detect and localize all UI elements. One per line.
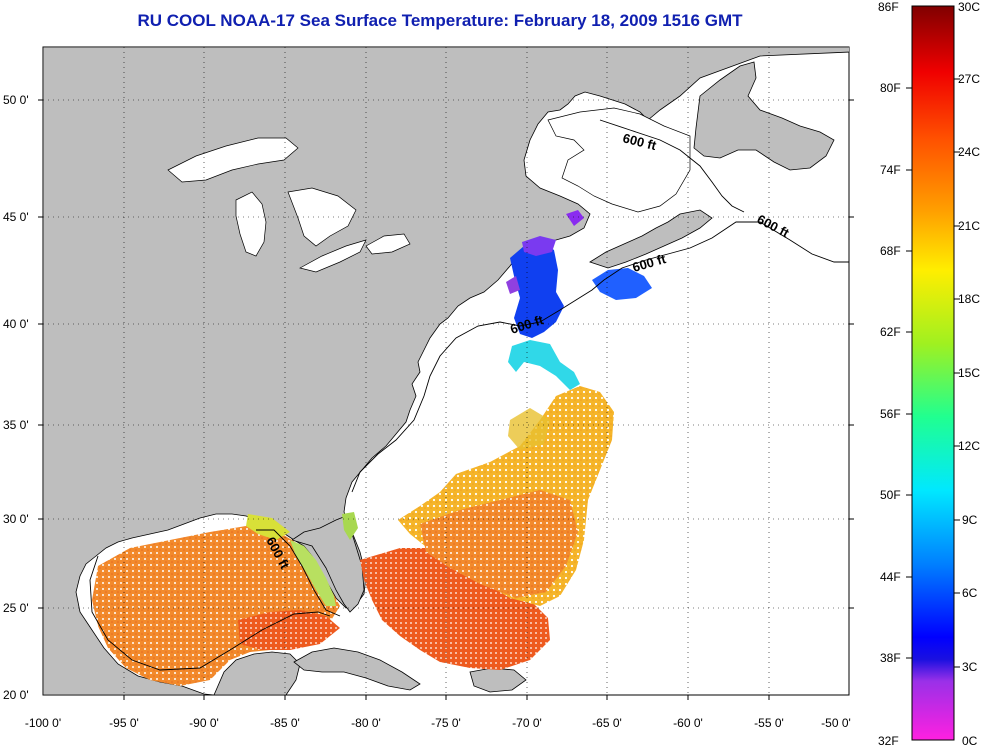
lon-tick-label: -80 0'	[351, 716, 381, 730]
lat-tick-label: 50 0'	[3, 93, 29, 107]
lat-tick-label: 45 0'	[3, 210, 29, 224]
colorbar-c-label: 18C	[958, 292, 980, 306]
colorbar-c-label: 27C	[958, 72, 980, 86]
colorbar-f-label: 86F	[878, 0, 899, 14]
colorbar-gradient	[911, 5, 955, 741]
colorbar-c-label: 0C	[962, 734, 978, 748]
gulf-st-lawrence	[547, 107, 691, 213]
colorbar-c-label: 15C	[958, 366, 980, 380]
lon-tick-label: -50 0'	[821, 716, 851, 730]
land-yucatan	[213, 651, 301, 695]
colorbar-f-label: 80F	[880, 81, 901, 95]
land-nova-scotia	[589, 209, 713, 269]
colorbar-c-label: 24C	[958, 145, 980, 159]
land-cuba	[293, 647, 421, 691]
colorbar-c-label: 3C	[962, 660, 978, 674]
colorbar-f-label: 68F	[880, 244, 901, 258]
lake-ontario	[365, 233, 411, 255]
colorbar-f-label: 38F	[880, 651, 901, 665]
land-newfoundland	[693, 61, 835, 171]
lat-tick-label: 40 0'	[3, 317, 29, 331]
colorbar-c-label: 21C	[958, 219, 980, 233]
lake-erie	[299, 239, 367, 273]
colorbar-f-label: 74F	[880, 163, 901, 177]
isobath-600ft	[89, 119, 849, 671]
colorbar-f-label: 56F	[880, 407, 901, 421]
map-title: RU COOL NOAA-17 Sea Surface Temperature:…	[137, 11, 743, 30]
colorbar-f-label: 50F	[880, 488, 901, 502]
colorbar-c-label: 30C	[958, 0, 980, 14]
colorbar-ticks	[906, 78, 960, 668]
lat-tick-label: 20 0'	[3, 688, 29, 702]
lon-tick-label: -90 0'	[189, 716, 219, 730]
colorbar-c-label: 12C	[958, 439, 980, 453]
lat-tick-label: 35 0'	[3, 418, 29, 432]
sst-data-layer	[92, 210, 652, 686]
lon-tick-label: -70 0'	[512, 716, 542, 730]
colorbar-c-label: 9C	[962, 513, 978, 527]
lat-tick-label: 25 0'	[3, 601, 29, 615]
lon-tick-label: -65 0'	[592, 716, 622, 730]
colorbar-c-label: 6C	[962, 586, 978, 600]
lake-huron	[287, 187, 357, 247]
lon-tick-label: -100 0'	[25, 716, 61, 730]
lake-michigan	[235, 191, 267, 257]
colorbar-f-label: 62F	[880, 325, 901, 339]
land-florida	[291, 515, 365, 613]
lon-tick-label: -85 0'	[270, 716, 300, 730]
lon-tick-label: -75 0'	[431, 716, 461, 730]
lon-tick-label: -55 0'	[754, 716, 784, 730]
lake-superior	[167, 137, 299, 183]
lon-tick-label: -60 0'	[673, 716, 703, 730]
axis-ticks	[38, 99, 854, 700]
lon-tick-label: -95 0'	[109, 716, 139, 730]
graticule	[43, 47, 849, 695]
lat-tick-label: 30 0'	[3, 512, 29, 526]
colorbar-f-label: 44F	[880, 570, 901, 584]
colorbar-f-label: 32F	[878, 734, 899, 748]
